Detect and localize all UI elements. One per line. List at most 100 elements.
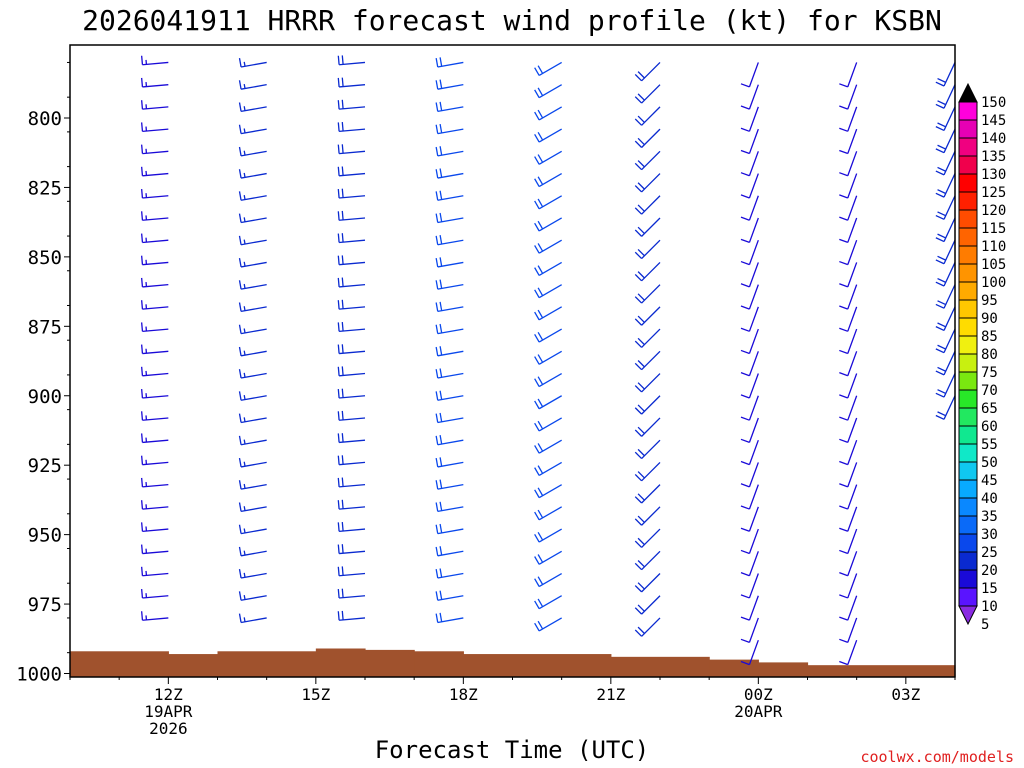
wind-barb	[435, 546, 464, 557]
barb-flag	[937, 100, 946, 106]
wind-barb	[740, 617, 759, 643]
chart-title: 2026041911 HRRR forecast wind profile (k…	[82, 4, 942, 37]
wind-barb	[238, 146, 267, 157]
barb-flag	[537, 465, 544, 474]
wind-barb	[839, 128, 858, 155]
barb-flag	[534, 89, 540, 98]
barb-flag	[337, 588, 340, 599]
wind-barb	[634, 306, 661, 326]
wind-barb	[435, 190, 464, 201]
barb-shaft	[240, 483, 267, 490]
wind-barb	[839, 462, 858, 488]
colorbar-bottom-arrow	[958, 605, 978, 626]
barb-shaft	[437, 528, 464, 535]
barb-shaft	[142, 217, 169, 221]
wind-barb	[839, 439, 858, 466]
x-tick-label: 15Z	[301, 685, 330, 704]
barb-flag	[238, 102, 242, 112]
ground-layer	[70, 648, 956, 677]
wind-barbs	[141, 55, 956, 666]
barb-flag	[740, 616, 750, 621]
barb-flag	[537, 265, 544, 274]
barb-flag	[537, 487, 544, 496]
barb-flag	[634, 518, 643, 526]
barb-flag	[439, 590, 443, 600]
barb-shaft	[538, 128, 562, 143]
wind-barb	[238, 435, 267, 446]
barb-flag	[637, 315, 645, 323]
wind-barb	[740, 106, 759, 132]
barb-flag	[238, 324, 242, 334]
colorbar-label: 120	[981, 203, 1006, 219]
wind-barb	[534, 306, 562, 321]
barb-half-flag	[243, 506, 246, 511]
barb-flag	[534, 356, 540, 365]
barb-flag	[337, 322, 340, 332]
barb-flag	[534, 422, 540, 432]
barb-flag	[534, 556, 540, 565]
colorbar: 1501451401351301251201151101051009590858…	[958, 82, 1006, 633]
wind-barb	[337, 122, 366, 133]
barb-flag	[634, 562, 643, 571]
barb-flag	[935, 237, 945, 243]
colorbar-label: 30	[981, 527, 998, 543]
barb-shaft	[641, 328, 661, 348]
ground-segment	[414, 651, 464, 677]
barb-flag	[435, 591, 439, 601]
barb-flag	[935, 259, 945, 265]
barb-flag	[634, 185, 643, 193]
barb-flag	[337, 544, 340, 554]
wind-barb	[839, 351, 858, 377]
colorbar-label: 45	[981, 473, 998, 489]
barb-shaft	[641, 106, 661, 126]
colorbar-label: 100	[981, 275, 1006, 291]
colorbar-label: 80	[981, 347, 998, 363]
wind-barb	[839, 217, 858, 244]
barb-flag	[341, 366, 344, 376]
barb-flag	[740, 394, 750, 399]
wind-barb	[238, 480, 267, 490]
wind-barb	[141, 211, 169, 221]
barb-shaft	[240, 217, 267, 224]
y-axis: 800 825 850 875 900 925 950 975 1000	[16, 61, 70, 686]
barb-shaft	[641, 461, 661, 482]
wind-barb	[634, 373, 661, 393]
wind-barb	[740, 506, 759, 532]
barb-shaft	[437, 483, 464, 490]
barb-flag	[439, 435, 443, 445]
barb-flag	[740, 149, 750, 155]
barb-flag	[337, 166, 340, 176]
colorbar-swatch	[958, 353, 978, 373]
barb-shaft	[641, 373, 661, 393]
colorbar-label: 70	[981, 383, 998, 399]
barb-column	[141, 55, 169, 621]
wind-barb	[634, 573, 661, 593]
barb-flag	[439, 368, 443, 378]
y-tick-label: 925	[28, 455, 62, 477]
wind-barb	[238, 169, 267, 179]
colorbar-swatch	[958, 551, 978, 571]
wind-barb	[839, 506, 858, 532]
barb-flag	[439, 257, 443, 267]
barb-shaft	[437, 150, 464, 157]
barb-flag	[839, 460, 848, 466]
barb-column	[740, 62, 759, 666]
barb-flag	[637, 426, 645, 434]
ground-segment	[217, 651, 317, 677]
barb-flag	[341, 210, 344, 220]
barb-flag	[534, 289, 540, 298]
barb-flag	[341, 55, 344, 65]
colorbar-label: 10	[981, 599, 998, 615]
barb-flag	[537, 376, 544, 385]
wind-barb	[534, 217, 562, 232]
wind-barb	[238, 80, 267, 90]
wind-barb	[238, 324, 267, 335]
barb-shaft	[847, 439, 858, 465]
barb-flag	[534, 267, 540, 276]
barb-flag	[740, 572, 750, 577]
barb-flag	[634, 407, 643, 415]
colorbar-label: 140	[981, 131, 1006, 147]
barb-flag	[534, 245, 540, 254]
wind-barb	[935, 262, 956, 287]
